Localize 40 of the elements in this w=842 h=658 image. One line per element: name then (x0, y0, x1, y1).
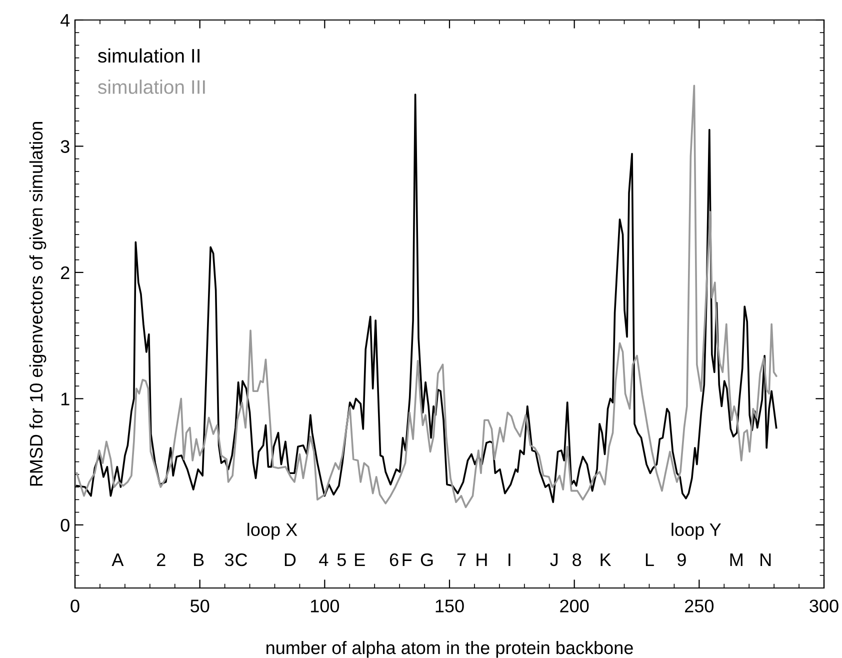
annotation: A (112, 554, 124, 566)
annotation: 3 (224, 553, 234, 566)
annotation: I (508, 554, 510, 566)
annotation: L (646, 554, 654, 566)
annotation: D (284, 554, 296, 566)
annotation: G (420, 553, 433, 566)
annotation: 7 (457, 554, 466, 566)
x-tick-label: 150 (436, 600, 464, 612)
annotation: K (600, 554, 612, 566)
annotation: 5 (337, 554, 346, 566)
y-tick-label: 1 (61, 392, 70, 406)
annotation: 8 (572, 553, 582, 566)
annotation: C (236, 553, 248, 566)
annotation: J (550, 554, 558, 566)
annotation: 9 (678, 553, 686, 566)
annotation: 6 (390, 553, 398, 566)
annotation: F (402, 554, 412, 566)
x-tick-label: 100 (310, 600, 340, 612)
annotation: N (760, 554, 771, 566)
x-tick-label: 0 (70, 600, 80, 612)
annotation: 4 (319, 554, 328, 566)
x-tick-label: 300 (810, 600, 838, 612)
annotation: 2 (157, 553, 166, 566)
annotation: H (476, 554, 487, 566)
annotation: loop X (248, 522, 298, 540)
y-tick-label: 4 (60, 14, 70, 27)
y-tick-label: 0 (60, 518, 70, 532)
x-tick-label: 250 (685, 600, 714, 612)
x-tick-label: 200 (560, 600, 589, 612)
x-axis-title: number of alpha atom in the protein backbone (266, 640, 633, 658)
annotation: loop Y (672, 522, 721, 540)
text: simulation III (98, 80, 205, 94)
annotation: E (355, 554, 365, 566)
legend-label: simulation II (98, 48, 200, 63)
annotation: M (730, 554, 742, 566)
y-axis-title: RMSD for 10 eigenvectors of given simulation (29, 122, 46, 486)
y-tick-label: 3 (60, 140, 70, 153)
x-tick-label: 50 (190, 600, 210, 612)
annotation: B (194, 554, 204, 566)
y-tick-label: 2 (61, 266, 70, 279)
